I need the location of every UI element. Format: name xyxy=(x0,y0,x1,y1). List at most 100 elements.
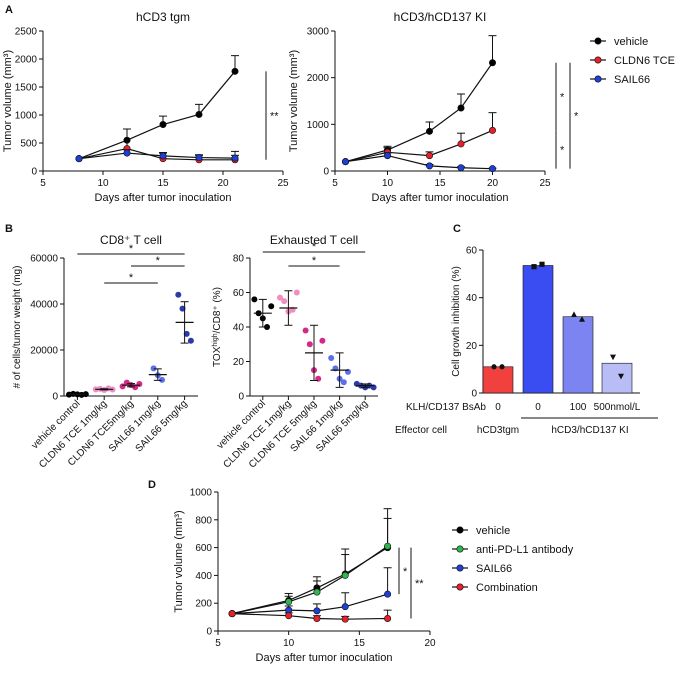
data-point xyxy=(123,149,131,157)
y-tick-label: 60 xyxy=(233,288,245,299)
significance-label: * xyxy=(129,272,134,284)
y-tick-label: 40000 xyxy=(30,300,58,311)
y-tick-label: 800 xyxy=(195,515,212,526)
panel-label-c: C xyxy=(453,223,461,235)
series-line xyxy=(232,593,388,615)
data-point xyxy=(319,337,326,344)
data-point xyxy=(159,121,167,129)
x-axis-label: Days after tumor inoculation xyxy=(372,192,509,204)
data-point xyxy=(187,337,194,344)
significance-label: * xyxy=(560,92,565,104)
data-point xyxy=(285,598,293,606)
y-tick-label: 600 xyxy=(195,543,212,554)
legend-marker xyxy=(594,56,602,64)
legend-label: vehicle xyxy=(614,36,648,48)
data-point xyxy=(302,327,309,334)
x-tick-label: 10 xyxy=(382,178,394,189)
y-tick-label: 0 xyxy=(238,392,244,403)
data-point xyxy=(499,364,505,370)
series-combination xyxy=(228,609,392,623)
legend-label: anti-PD-L1 antibody xyxy=(476,544,574,556)
data-point xyxy=(268,303,275,310)
data-point xyxy=(264,324,270,330)
significance-label: ** xyxy=(415,578,424,590)
data-point xyxy=(179,305,186,312)
series-line xyxy=(345,154,493,170)
data-point xyxy=(159,376,165,383)
y-axis-label: Tumor volume (mm³) xyxy=(2,50,14,152)
legend-label: SAIL66 xyxy=(614,74,650,86)
x-tick-label: 25 xyxy=(539,178,551,189)
y-axis-label: # of cells/tumor weight (mg) xyxy=(12,266,23,389)
series-vehicle xyxy=(341,35,497,166)
panel-label-a: A xyxy=(5,4,13,16)
legend-marker xyxy=(456,564,464,572)
data-point xyxy=(425,162,433,170)
data-point xyxy=(150,365,157,372)
data-point xyxy=(75,155,83,163)
y-axis-label: Cell growth inhibition (%) xyxy=(451,266,462,377)
x-axis-label: Days after tumor inoculation xyxy=(95,192,232,204)
bar xyxy=(562,316,594,394)
chart-title: hCD3 tgm xyxy=(136,10,190,24)
legend-label: CLDN6 TCE xyxy=(614,55,675,67)
data-point xyxy=(313,588,321,596)
data-point xyxy=(281,298,288,305)
data-point xyxy=(457,164,465,172)
y-tick-label: 1000 xyxy=(307,120,330,131)
y-tick-label: 0 xyxy=(31,167,37,178)
y-tick-label: 20 xyxy=(466,341,478,352)
data-point xyxy=(425,127,433,135)
data-point xyxy=(251,296,258,303)
legend-marker xyxy=(456,545,464,553)
legend-marker xyxy=(456,526,464,534)
data-point xyxy=(175,291,182,298)
significance-label: ** xyxy=(270,111,279,123)
x-tick-label: 20 xyxy=(424,638,436,649)
y-tick-label: 400 xyxy=(195,571,212,582)
x-tick-label: 15 xyxy=(157,178,169,189)
data-point xyxy=(491,364,497,370)
series-line xyxy=(345,129,493,163)
y-tick-label: 60000 xyxy=(30,254,58,265)
series-line xyxy=(345,62,493,163)
series-line xyxy=(232,613,388,620)
legend-label: vehicle xyxy=(476,525,510,537)
x-tick-label: 10 xyxy=(97,178,109,189)
data-point xyxy=(488,165,496,173)
data-point xyxy=(457,140,465,148)
bar-chart-c: 0 20 40 60 Cell growth inhibition (%) KLH/CD1… xyxy=(395,246,658,436)
legend-label: SAIL66 xyxy=(476,563,512,575)
data-point xyxy=(488,126,496,134)
legend-marker xyxy=(456,583,464,591)
chart-title: Exhausted T cell xyxy=(270,233,358,247)
data-point xyxy=(183,330,190,337)
data-point xyxy=(457,104,465,112)
data-point xyxy=(341,158,349,166)
y-tick-label: 0 xyxy=(323,167,329,178)
y-tick-label: 500 xyxy=(20,139,37,150)
series-sail66 xyxy=(341,152,497,173)
row-label-bsab: KLH/CD137 BsAb xyxy=(406,402,486,413)
data-point xyxy=(571,311,577,317)
x-tick-label: 20 xyxy=(217,178,229,189)
series-anti-pd-l1-antibody xyxy=(228,517,392,618)
y-tick-label: 40 xyxy=(466,293,478,304)
data-point xyxy=(341,603,349,611)
series-line xyxy=(78,70,236,160)
y-tick-label: 0 xyxy=(471,389,477,400)
y-tick-label: 200 xyxy=(195,599,212,610)
significance-label: * xyxy=(129,243,134,255)
data-point xyxy=(488,59,496,67)
data-point xyxy=(277,294,283,301)
x-tick-label: 5 xyxy=(215,638,221,649)
x-tick-label: 5 xyxy=(40,178,46,189)
y-axis-label: Tumor volume (mm³) xyxy=(288,50,300,152)
y-tick-label: 1000 xyxy=(190,488,213,499)
series-line xyxy=(231,547,388,615)
y-tick-label: 1000 xyxy=(15,111,38,122)
scatter-chart-b2: 0 20 40 60 80 Exhausted T cell TOXhigh/CD8⁺ (%… xyxy=(212,233,378,470)
y-tick-label: 3000 xyxy=(307,27,330,38)
x-tick-label: 500nmol/L xyxy=(594,402,641,413)
